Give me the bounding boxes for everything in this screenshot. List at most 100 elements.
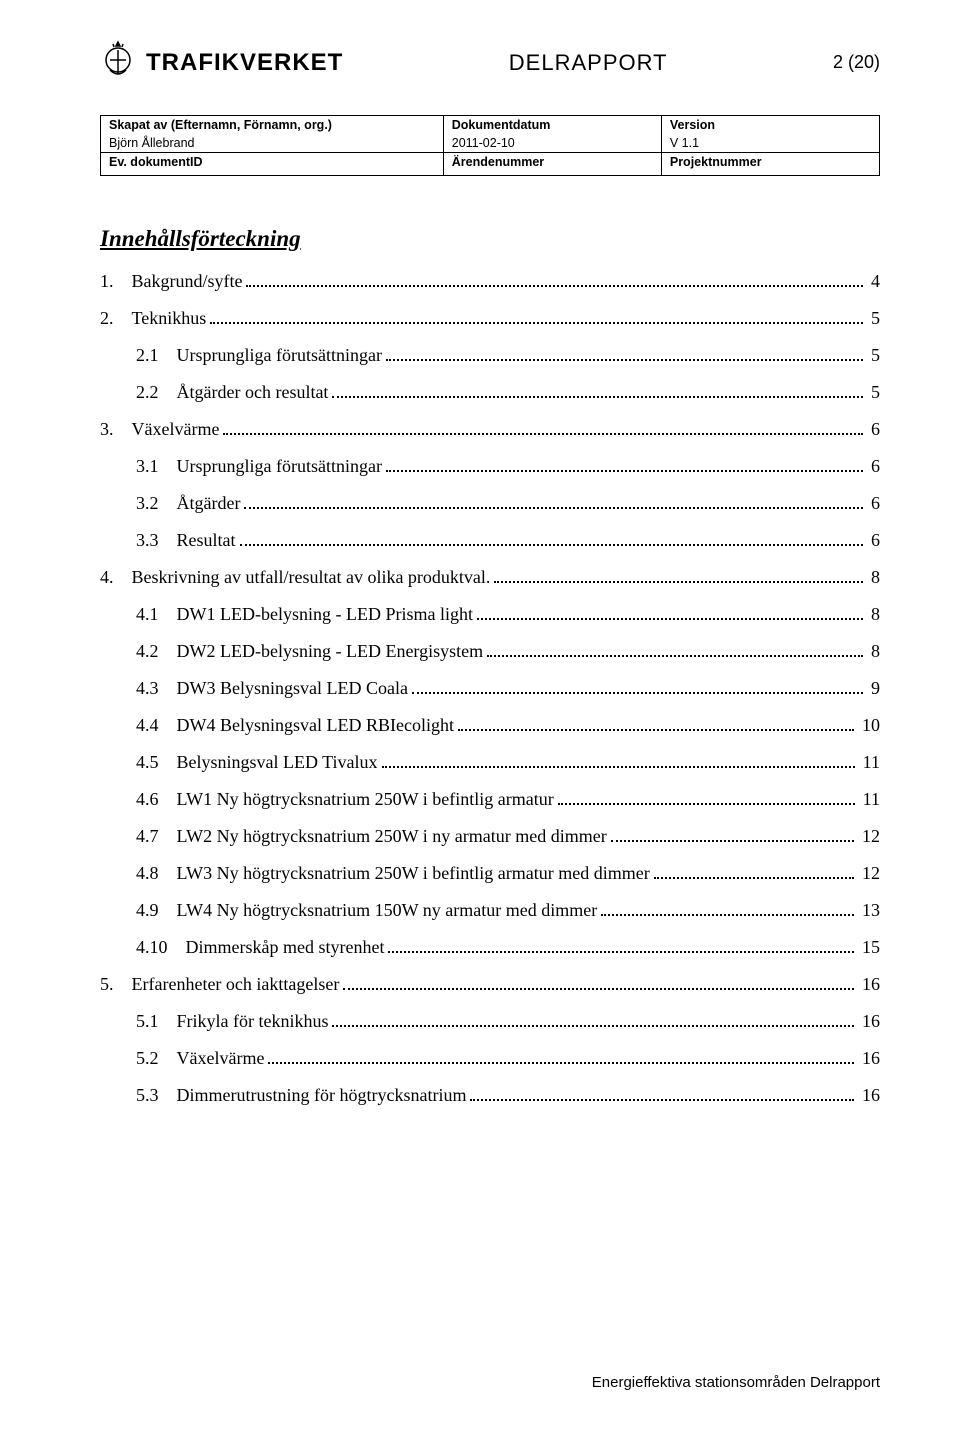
toc-entry-page: 5: [867, 383, 880, 401]
toc-entry-page: 6: [867, 531, 880, 549]
toc-entry-label: Dimmerskåp med styrenhet: [186, 938, 385, 956]
toc-entry-label: Bakgrund/syfte: [132, 272, 243, 290]
toc-leader: [386, 470, 863, 472]
header-row: TRAFIKVERKET DELRAPPORT 2 (20): [100, 40, 880, 85]
toc-entry-page: 4: [867, 272, 880, 290]
toc-entry: 4.6LW1 Ny högtrycksnatrium 250W i befint…: [136, 790, 880, 809]
toc-entry-page: 15: [858, 938, 880, 956]
toc-leader: [332, 1025, 854, 1027]
toc-leader: [654, 877, 854, 879]
toc-leader: [470, 1099, 854, 1101]
toc-entry: 4.4DW4 Belysningsval LED RBIecolight10: [136, 716, 880, 735]
toc-entry-label: Beskrivning av utfall/resultat av olika …: [132, 568, 491, 586]
toc-entry-page: 5: [867, 309, 880, 327]
toc-entry: 3.1Ursprungliga förutsättningar 6: [136, 457, 880, 476]
toc-entry-label: DW3 Belysningsval LED Coala: [177, 679, 408, 697]
toc-leader: [494, 581, 863, 583]
toc-entry-page: 10: [858, 716, 880, 734]
toc-entry-page: 6: [867, 420, 880, 438]
toc-leader: [558, 803, 855, 805]
toc-entry-page: 8: [867, 642, 880, 660]
brand: TRAFIKVERKET: [100, 40, 343, 85]
toc-entry: 5.3Dimmerutrustning för högtrycksnatrium…: [136, 1086, 880, 1105]
meta-project-value: [661, 171, 879, 176]
meta-case-value: [443, 171, 661, 176]
toc-leader: [611, 840, 854, 842]
toc-leader: [246, 285, 863, 287]
toc-entry-label: Teknikhus: [132, 309, 207, 327]
toc-leader: [268, 1062, 854, 1064]
toc-entry-label: LW1 Ny högtrycksnatrium 250W i befintlig…: [177, 790, 554, 808]
toc-entry-number: 5.1: [136, 1012, 177, 1030]
toc-entry: 4.7LW2 Ny högtrycksnatrium 250W i ny arm…: [136, 827, 880, 846]
toc-entry-label: Ursprungliga förutsättningar: [177, 457, 382, 475]
toc-entry: 3.Växelvärme6: [100, 420, 880, 439]
toc-entry: 3.3Resultat6: [136, 531, 880, 550]
toc-entry: 4.9LW4 Ny högtrycksnatrium 150W ny armat…: [136, 901, 880, 920]
toc-entry: 4.8LW3 Ny högtrycksnatrium 250W i befint…: [136, 864, 880, 883]
meta-version-value: V 1.1: [661, 134, 879, 153]
toc-entry-label: Växelvärme: [177, 1049, 265, 1067]
toc-entry-label: DW1 LED-belysning - LED Prisma light: [177, 605, 473, 623]
toc-entry: 3.2Åtgärder6: [136, 494, 880, 513]
toc-leader: [210, 322, 863, 324]
toc-entry: 4.1DW1 LED-belysning - LED Prisma light8: [136, 605, 880, 624]
toc-entry-number: 4.: [100, 568, 132, 586]
document-type: DELRAPPORT: [509, 50, 668, 76]
toc-entry-number: 1.: [100, 272, 132, 290]
toc-entry: 5.1Frikyla för teknikhus16: [136, 1012, 880, 1031]
toc-entry: 2.2Åtgärder och resultat5: [136, 383, 880, 402]
toc-entry-number: 4.6: [136, 790, 177, 808]
meta-docid-label: Ev. dokumentID: [109, 155, 203, 169]
meta-project-label: Projektnummer: [670, 155, 762, 169]
toc-entry-label: Frikyla för teknikhus: [177, 1012, 329, 1030]
toc-entry-number: 4.9: [136, 901, 177, 919]
toc-entry-label: Dimmerutrustning för högtrycksnatrium: [177, 1086, 467, 1104]
toc-entry-number: 4.5: [136, 753, 177, 771]
crown-anchor-icon: [100, 40, 136, 85]
toc-entry-number: 2.2: [136, 383, 177, 401]
toc-title: Innehållsförteckning: [100, 226, 880, 252]
toc-entry: 2.Teknikhus5: [100, 309, 880, 328]
toc-entry-number: 5.2: [136, 1049, 177, 1067]
toc-entry-label: Åtgärder: [177, 494, 241, 512]
toc-entry-number: 3.1: [136, 457, 177, 475]
page-indicator: 2 (20): [833, 52, 880, 73]
toc-entry-label: LW4 Ny högtrycksnatrium 150W ny armatur …: [177, 901, 598, 919]
toc-entry: 4.10Dimmerskåp med styrenhet 15: [136, 938, 880, 957]
brand-name: TRAFIKVERKET: [146, 49, 343, 77]
meta-date-label: Dokumentdatum: [452, 118, 551, 132]
toc-leader: [332, 396, 863, 398]
toc-entry-label: Ursprungliga förutsättningar: [177, 346, 382, 364]
toc-entry: 4.2DW2 LED-belysning - LED Energisystem8: [136, 642, 880, 661]
toc-entry: 5.Erfarenheter och iakttagelser16: [100, 975, 880, 994]
toc-entry-page: 6: [867, 457, 880, 475]
toc-entry-page: 12: [858, 864, 880, 882]
toc-entry-label: Växelvärme: [132, 420, 220, 438]
toc-entry-page: 8: [867, 568, 880, 586]
toc-leader: [386, 359, 863, 361]
toc-entry: 4.3DW3 Belysningsval LED Coala9: [136, 679, 880, 698]
toc-leader: [487, 655, 863, 657]
toc-entry-page: 13: [858, 901, 880, 919]
toc: 1.Bakgrund/syfte42.Teknikhus52.1Ursprung…: [100, 272, 880, 1105]
toc-entry-number: 4.4: [136, 716, 177, 734]
meta-version-label: Version: [670, 118, 715, 132]
toc-entry-number: 2.1: [136, 346, 177, 364]
toc-entry-label: LW3 Ny högtrycksnatrium 250W i befintlig…: [177, 864, 650, 882]
toc-entry-number: 4.2: [136, 642, 177, 660]
toc-entry-number: 5.: [100, 975, 132, 993]
page: TRAFIKVERKET DELRAPPORT 2 (20) Skapat av…: [0, 0, 960, 1431]
toc-entry-number: 4.10: [136, 938, 186, 956]
toc-entry-number: 4.3: [136, 679, 177, 697]
toc-leader: [244, 507, 863, 509]
toc-entry-page: 16: [858, 1086, 880, 1104]
toc-entry: 5.2Växelvärme16: [136, 1049, 880, 1068]
toc-entry-label: Belysningsval LED Tivalux: [177, 753, 378, 771]
toc-entry-number: 4.8: [136, 864, 177, 882]
meta-date-value: 2011-02-10: [443, 134, 661, 153]
footer-text: Energieffektiva stationsområden Delrappo…: [592, 1374, 880, 1391]
toc-leader: [223, 433, 863, 435]
metadata-table: Skapat av (Efternamn, Förnamn, org.) Dok…: [100, 115, 880, 176]
toc-entry-number: 3.2: [136, 494, 177, 512]
